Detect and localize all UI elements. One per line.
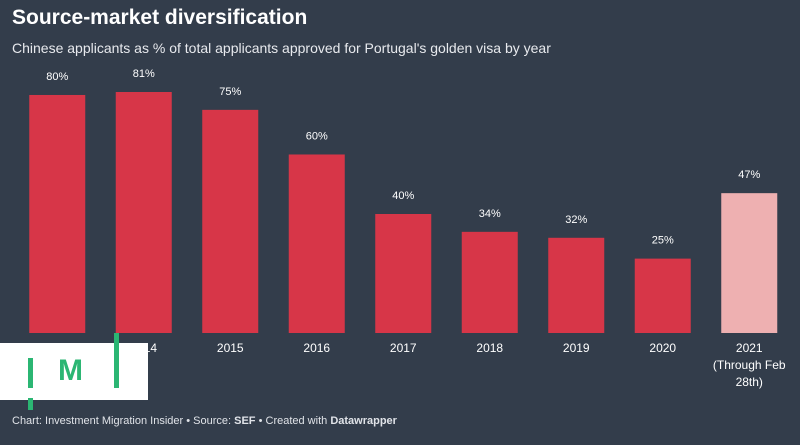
bar <box>461 231 518 333</box>
bar <box>288 154 345 333</box>
footer-tool: Datawrapper <box>330 415 397 427</box>
bar <box>115 92 172 333</box>
value-label: 47% <box>738 169 760 181</box>
logo-bar <box>28 358 33 388</box>
x-tick-label: 2019 <box>562 341 590 355</box>
value-label: 81% <box>133 68 155 80</box>
x-tick-label: 2021 (Through Feb 28th) <box>712 341 786 389</box>
bar <box>721 193 778 333</box>
x-tick-label: 2016 <box>303 341 331 355</box>
logo-text: M <box>58 354 83 387</box>
value-label: 60% <box>306 130 328 142</box>
x-tick-label: 2017 <box>389 341 417 355</box>
x-tick-label: 2015 <box>216 341 244 355</box>
logo-bar <box>114 333 119 388</box>
bar <box>375 213 432 333</box>
logo-bar <box>28 398 33 410</box>
value-label: 75% <box>219 86 241 98</box>
bar <box>202 109 259 333</box>
x-tick-label: 2020 <box>649 341 677 355</box>
value-label: 80% <box>46 71 68 83</box>
value-label: 40% <box>392 190 414 202</box>
value-label: 34% <box>479 208 501 220</box>
footer: Chart: Investment Migration Insider • So… <box>12 415 397 427</box>
footer-text: Chart: Investment Migration Insider • So… <box>12 415 235 427</box>
x-tick-label: 2018 <box>476 341 504 355</box>
footer-source: SEF <box>234 415 256 427</box>
chart-subtitle: Chinese applicants as % of total applica… <box>12 40 551 56</box>
bar <box>548 237 605 333</box>
value-label: 25% <box>652 235 674 247</box>
footer-text: • Created with <box>255 415 331 427</box>
logo: M <box>0 333 148 410</box>
bar <box>29 94 86 333</box>
bar <box>634 258 691 333</box>
chart-title: Source-market diversification <box>12 6 308 29</box>
value-label: 32% <box>565 214 587 226</box>
